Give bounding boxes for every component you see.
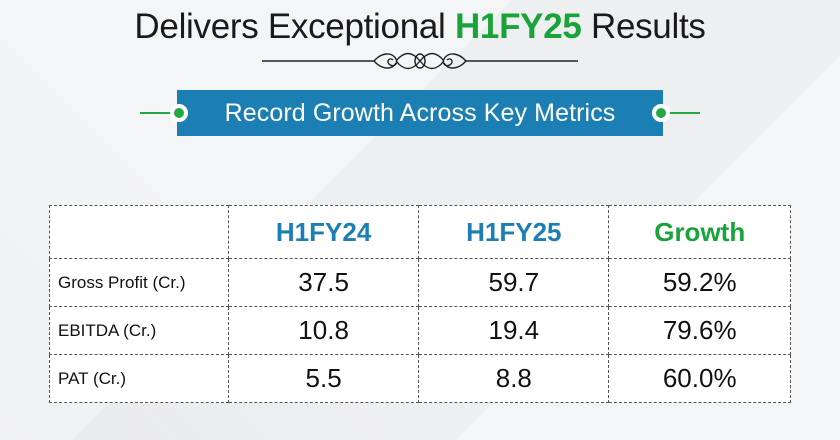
cell-growth: 60.0% — [608, 354, 791, 403]
row-label: Gross Profit (Cr.) — [49, 258, 229, 307]
title-suffix: Results — [581, 7, 706, 46]
header-cell-h1fy24: H1FY24 — [227, 205, 420, 259]
title-highlight: H1FY25 — [454, 7, 582, 46]
header-cell-growth: Growth — [608, 205, 791, 259]
cell-growth: 59.2% — [608, 258, 791, 307]
table-row: PAT (Cr.) 5.5 8.8 60.0% — [49, 354, 791, 403]
ornament-divider — [262, 52, 578, 70]
cell-growth: 79.6% — [608, 306, 791, 355]
banner-dot-left-icon — [170, 104, 188, 122]
cell-h1fy25: 59.7 — [418, 258, 610, 307]
banner-label: Record Growth Across Key Metrics — [177, 90, 663, 136]
cell-h1fy24: 10.8 — [227, 306, 420, 355]
row-label: PAT (Cr.) — [49, 354, 229, 403]
title-prefix: Delivers Exceptional — [134, 7, 455, 46]
table-row: Gross Profit (Cr.) 37.5 59.7 59.2% — [49, 258, 791, 307]
metrics-table: H1FY24 H1FY25 Growth Gross Profit (Cr.) … — [49, 205, 791, 403]
header-cell-h1fy25: H1FY25 — [418, 205, 610, 259]
banner-line-left — [140, 112, 182, 114]
cell-h1fy25: 19.4 — [418, 306, 610, 355]
header-cell-blank — [49, 205, 229, 259]
table-header-row: H1FY24 H1FY25 Growth — [49, 205, 791, 259]
cell-h1fy24: 5.5 — [227, 354, 420, 403]
cell-h1fy25: 8.8 — [418, 354, 610, 403]
page-title: Delivers Exceptional H1FY25 Results — [0, 7, 840, 47]
section-banner: Record Growth Across Key Metrics — [140, 90, 700, 136]
banner-line-right — [658, 112, 700, 114]
row-label: EBITDA (Cr.) — [49, 306, 229, 355]
cell-h1fy24: 37.5 — [227, 258, 420, 307]
banner-dot-right-icon — [652, 104, 670, 122]
table-row: EBITDA (Cr.) 10.8 19.4 79.6% — [49, 306, 791, 355]
